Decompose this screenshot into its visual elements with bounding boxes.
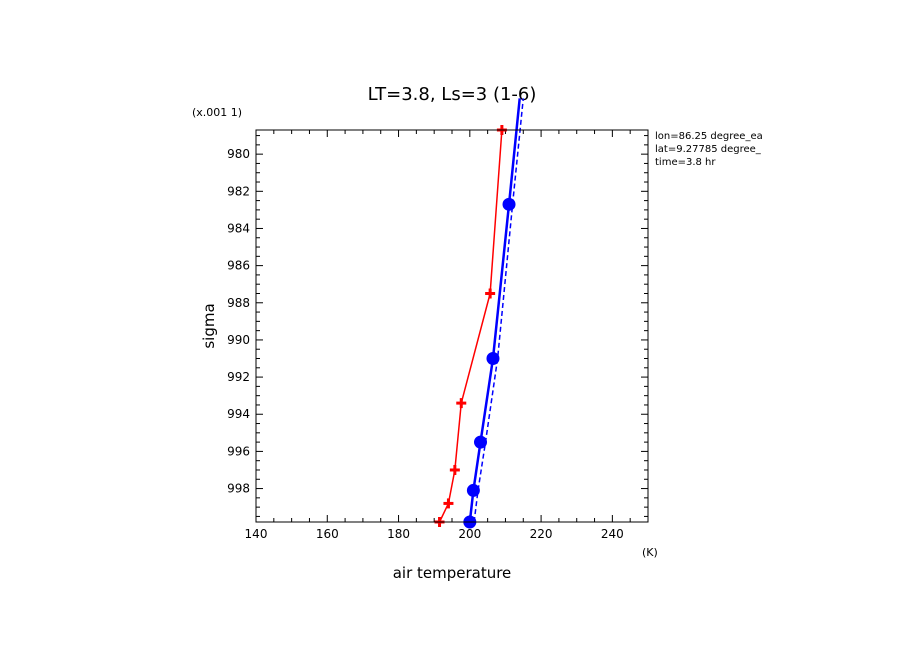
y-tick-label: 984 — [227, 221, 250, 235]
x-tick-label: 220 — [530, 527, 553, 541]
plot-frame — [255, 129, 649, 523]
x-unit-label: (K) — [642, 546, 658, 559]
y-axis-label: sigma — [200, 303, 218, 348]
info-lat: lat=9.27785 degree_ — [655, 144, 762, 155]
y-scale-note: (x.001 1) — [192, 106, 242, 119]
x-axis-label: air temperature — [393, 564, 512, 582]
x-tick-label: 160 — [316, 527, 339, 541]
y-tick-label: 980 — [227, 147, 250, 161]
y-tick-label: 996 — [227, 444, 250, 458]
data-point-plus — [443, 498, 454, 509]
axis-ticks: 140 160 180 200 220 240 980 982 984 986 988 990 992 9… — [227, 130, 649, 541]
data-point-plus — [449, 464, 460, 475]
data-point-circle — [466, 483, 480, 497]
series-line-1 — [468, 98, 521, 523]
series-line-2 — [473, 98, 525, 523]
info-time: time=3.8 hr — [655, 157, 716, 168]
x-tick-label: 140 — [245, 527, 268, 541]
y-tick-label: 994 — [227, 407, 250, 421]
y-tick-label: 982 — [227, 184, 250, 198]
data-point-circle — [486, 352, 500, 366]
chart-title: LT=3.8, Ls=3 (1-6) — [368, 84, 537, 105]
series-group — [434, 98, 525, 529]
y-tick-label: 988 — [227, 296, 250, 310]
data-point-circle — [474, 435, 488, 449]
info-lon: lon=86.25 degree_ea — [655, 131, 763, 142]
y-tick-label: 998 — [227, 482, 250, 496]
data-point-plus — [485, 288, 496, 299]
data-point-plus — [456, 398, 467, 409]
x-tick-label: 180 — [387, 527, 410, 541]
series-line-0 — [438, 129, 503, 523]
y-tick-label: 992 — [227, 370, 250, 384]
y-tick-label: 986 — [227, 259, 250, 273]
y-tick-label: 990 — [227, 333, 250, 347]
x-tick-label: 240 — [601, 527, 624, 541]
x-tick-label: 200 — [458, 527, 481, 541]
